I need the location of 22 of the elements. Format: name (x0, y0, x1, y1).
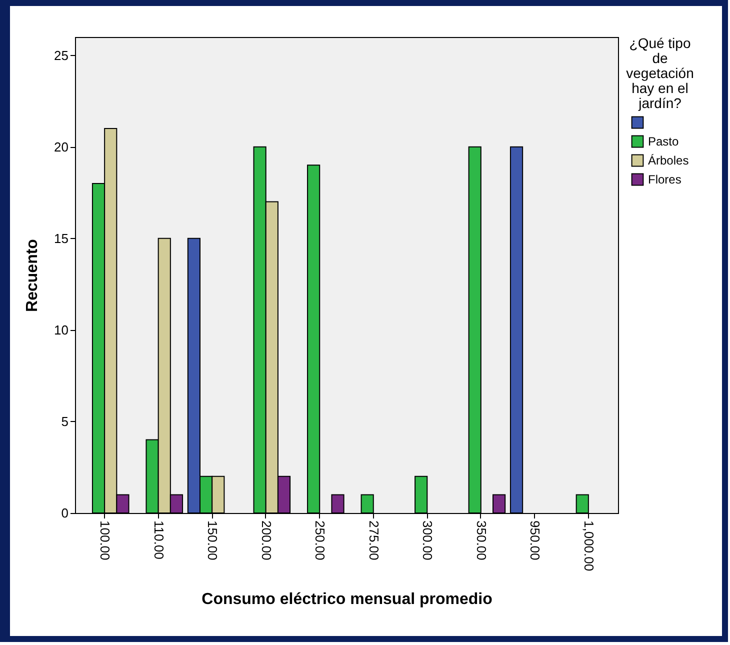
legend-label: Pasto (648, 134, 680, 148)
x-tick-label: 150.00 (205, 520, 220, 560)
x-tick-label: 250.00 (312, 520, 328, 560)
y-tick-label: 5 (61, 414, 68, 429)
x-tick-label: 110.00 (151, 520, 166, 560)
x-tick-label: 100.00 (98, 520, 113, 560)
y-axis-title: Recuento (24, 238, 42, 312)
x-tick-label: 950.00 (528, 520, 543, 560)
legend-title: ¿Qué tipo de vegetación hay en el jardín? (626, 35, 694, 111)
y-tick-label: 25 (54, 48, 68, 63)
y-tick-label: 20 (54, 139, 68, 154)
x-tick-label: 300.00 (420, 520, 436, 560)
x-tick-label: 1,000.00 (581, 520, 596, 572)
y-tick-label: 10 (54, 322, 68, 338)
x-tick-label: 350.00 (474, 520, 489, 560)
x-axis-title: Consumo eléctrico mensual promedio (202, 591, 493, 608)
y-tick-label: 0 (61, 506, 68, 520)
x-tick-label: 275.00 (366, 520, 382, 560)
legend-label: Árboles (648, 154, 689, 168)
legend-label: Flores (648, 172, 682, 186)
x-tick-label: 200.00 (258, 520, 274, 560)
y-tick-label: 15 (54, 230, 68, 246)
